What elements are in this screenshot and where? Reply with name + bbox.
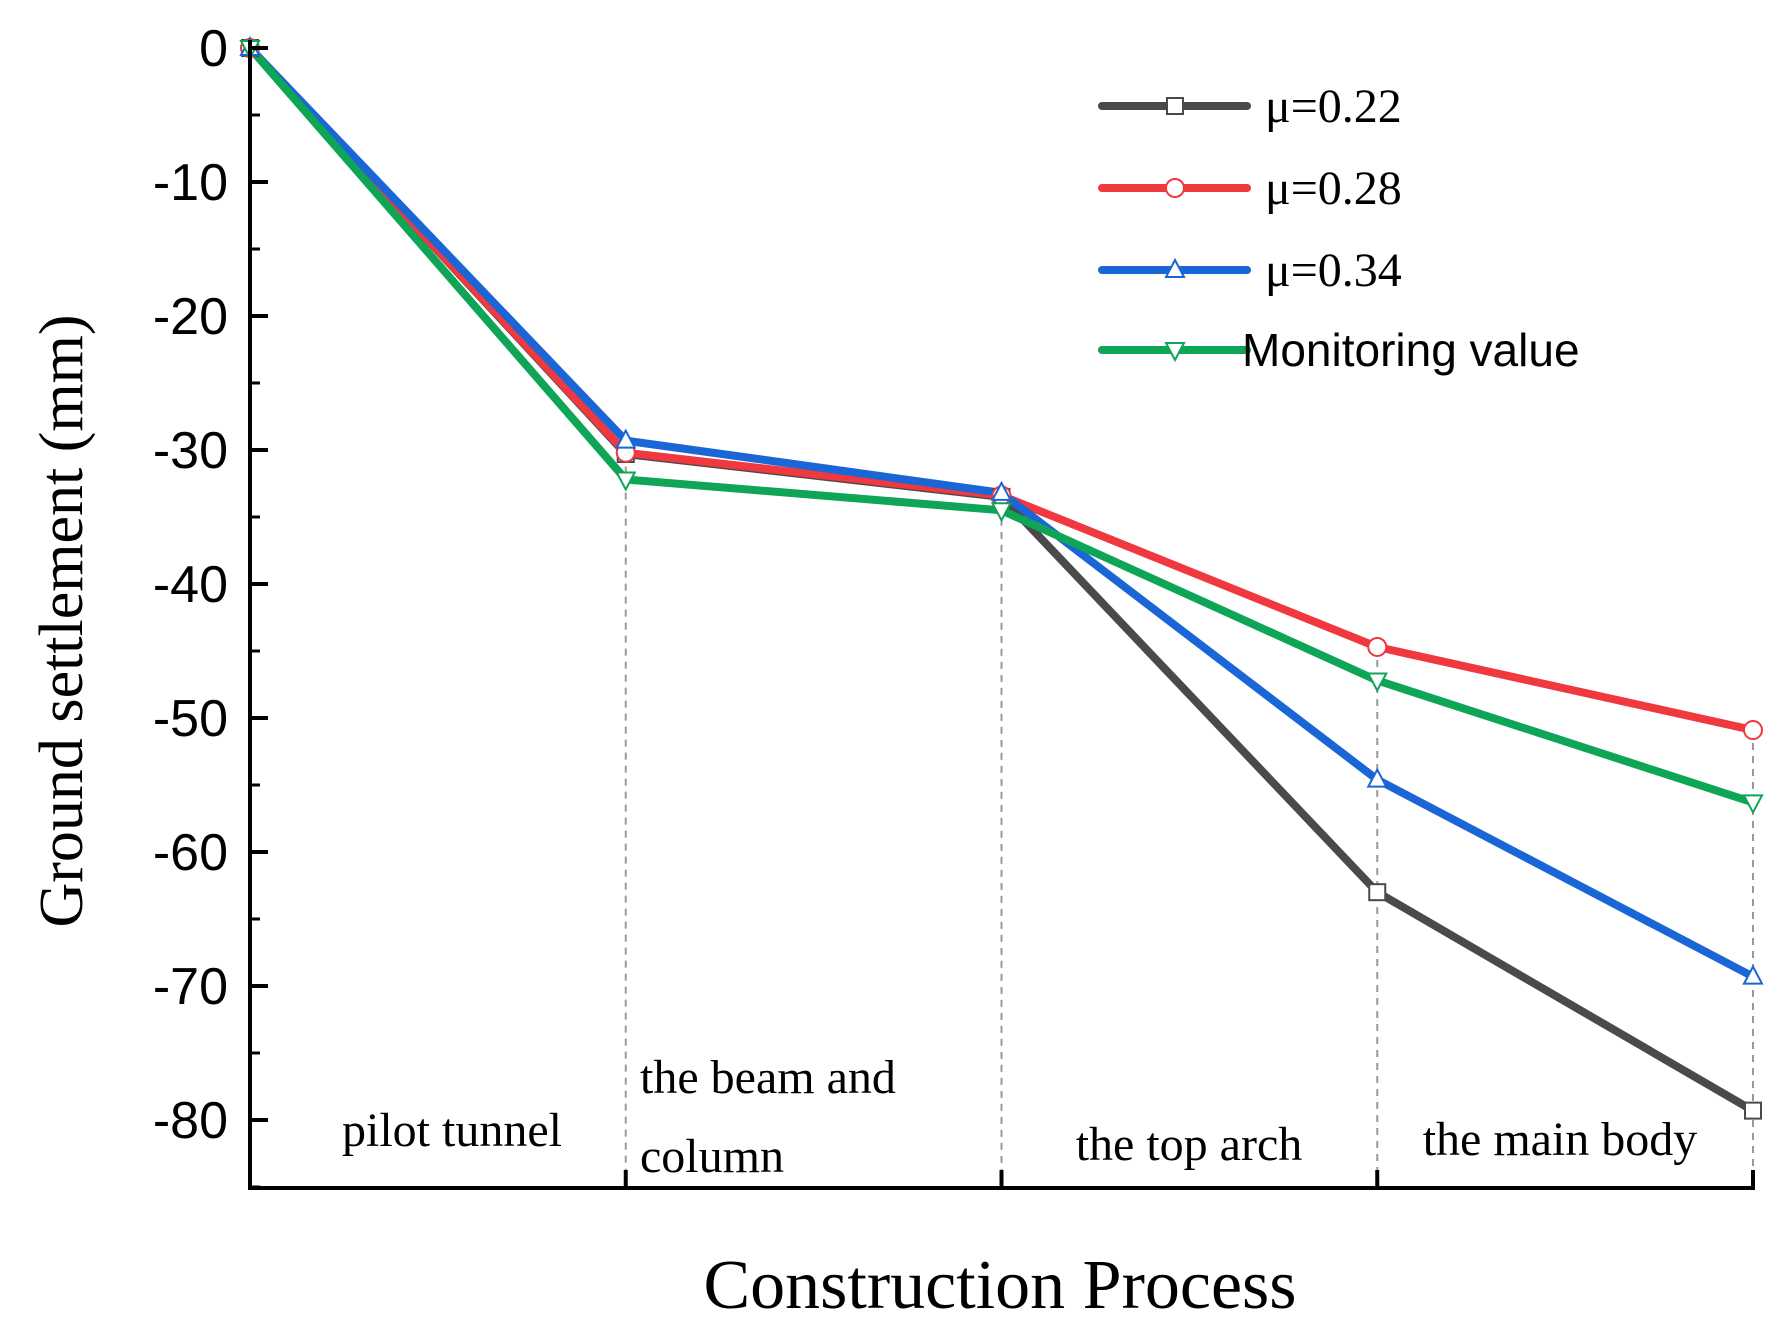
data-point-series-2 — [990, 480, 1013, 501]
stage-label: pilot tunnel — [342, 1104, 562, 1157]
legend: μ=0.22 μ=0.28 μ=0.34 Monitoring value — [1098, 80, 1580, 376]
data-point-series-2 — [615, 428, 637, 449]
legend-marker — [1164, 257, 1186, 278]
data-point-series-1 — [1743, 720, 1763, 741]
data-point-series-2 — [1366, 767, 1388, 788]
legend-label: μ=0.22 — [1265, 80, 1402, 133]
data-point-series-0 — [1368, 883, 1387, 902]
data-point-series-3 — [990, 502, 1013, 523]
stage-label: the top arch — [1076, 1118, 1303, 1171]
y-tick-label: -40 — [153, 556, 228, 614]
data-point-series-3 — [1366, 672, 1388, 693]
y-tick-label: -50 — [153, 690, 228, 748]
y-tick-labels: 0 -10 -20 -30 -40 -50 -60 -70 -80 — [153, 20, 228, 1150]
y-tick-label: 0 — [199, 20, 228, 78]
legend-label: Monitoring value — [1242, 324, 1580, 376]
data-point-series-2 — [1742, 964, 1764, 985]
y-tick-label: -10 — [153, 154, 228, 212]
y-tick-label: -70 — [153, 958, 228, 1016]
axes — [248, 40, 1755, 1190]
y-axis-label: Ground settlement (mm) — [28, 315, 96, 928]
stage-labels: pilot tunnel the beam and column the top ar… — [342, 1051, 1697, 1183]
legend-marker — [1164, 342, 1186, 363]
legend-marker — [1166, 97, 1184, 115]
series-markers — [239, 35, 1764, 1120]
data-point-series-3 — [615, 471, 637, 492]
y-tick-label: -60 — [153, 824, 228, 882]
data-point-series-1 — [1367, 636, 1388, 657]
legend-marker — [1165, 178, 1185, 198]
legend-label: μ=0.34 — [1265, 244, 1402, 297]
data-point-series-0 — [1744, 1101, 1762, 1120]
stage-label: the main body — [1423, 1113, 1698, 1166]
legend-label: μ=0.28 — [1265, 162, 1402, 215]
x-axis-label: Construction Process — [703, 1247, 1296, 1324]
stage-label: column — [640, 1130, 784, 1183]
y-tick-label: -30 — [153, 422, 228, 480]
stage-label: the beam and — [640, 1051, 896, 1104]
data-point-series-3 — [1742, 794, 1764, 815]
y-tick-label: -20 — [153, 288, 228, 346]
y-tick-label: -80 — [153, 1092, 228, 1150]
